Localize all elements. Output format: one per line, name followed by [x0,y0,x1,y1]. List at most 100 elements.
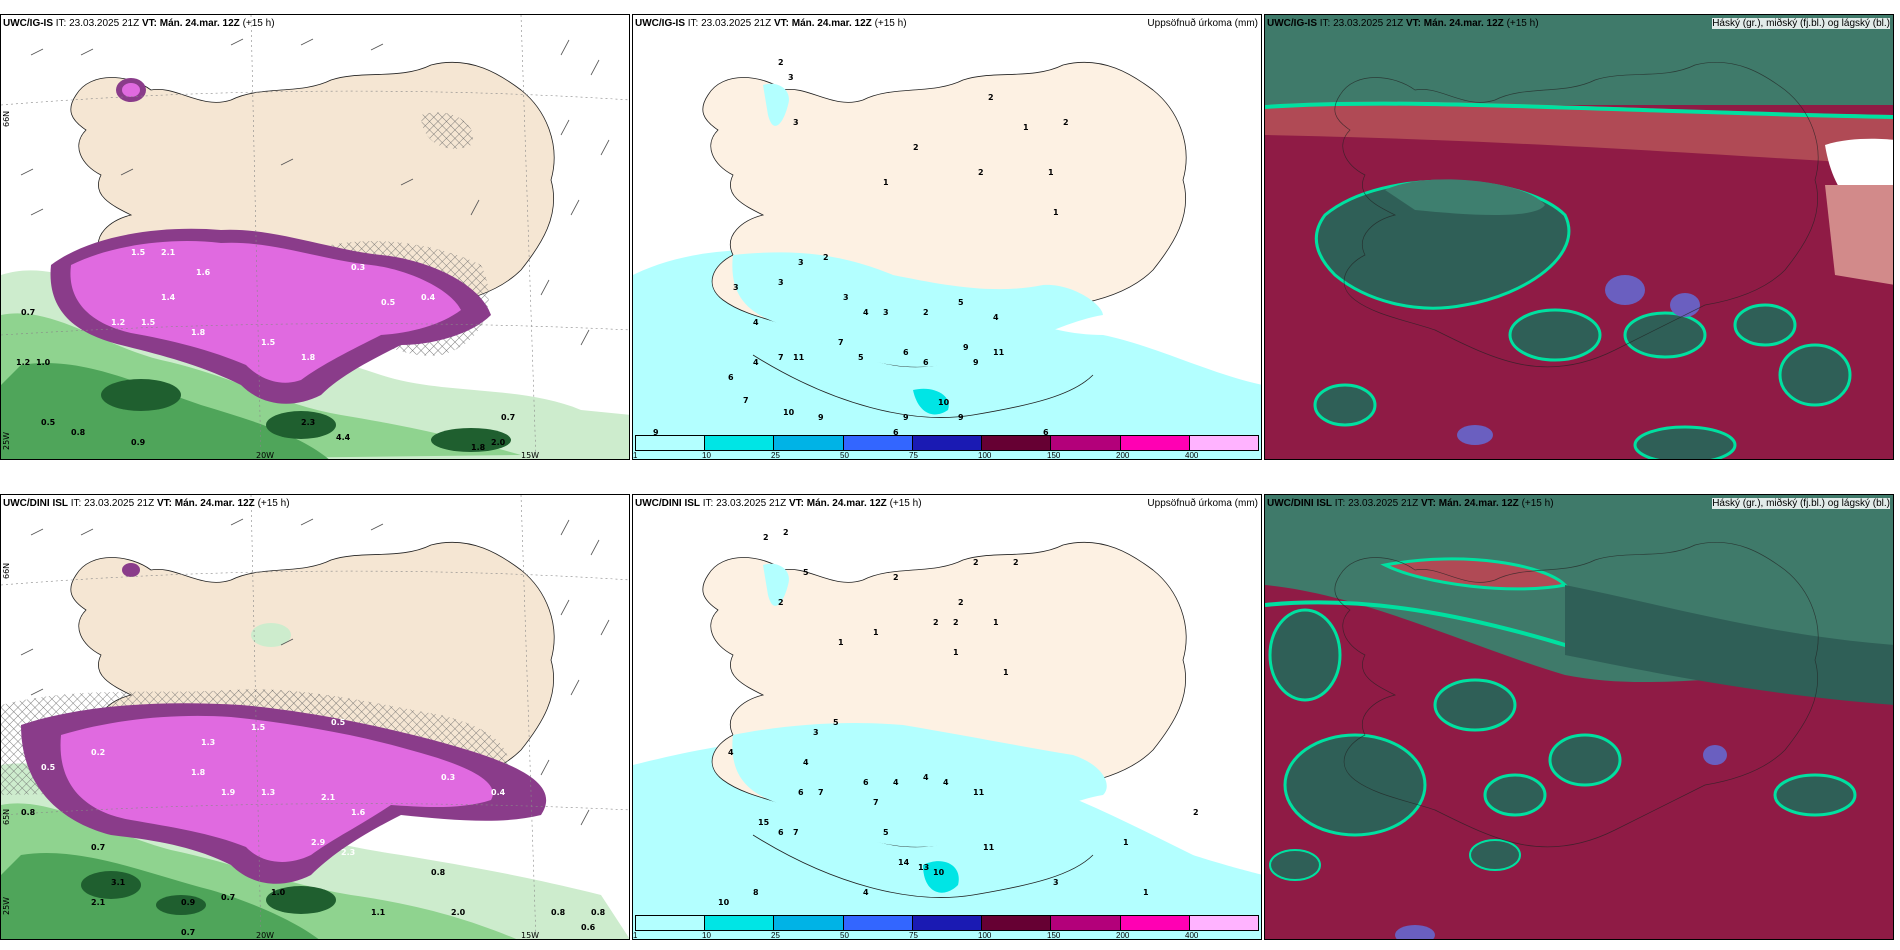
legend-tick: 150 [1047,931,1061,940]
it-label: IT: [55,18,67,29]
svg-text:7: 7 [873,798,879,807]
valid-time: Mán. 24.mar. 12Z [174,498,255,509]
legend-swatch [1189,436,1258,450]
legend-swatch [843,916,913,930]
lon-label-25: 25W [2,896,11,915]
legend-tick: 25 [771,931,780,940]
svg-text:4: 4 [728,748,734,757]
svg-text:10: 10 [718,898,730,907]
lon-label-15: 15W [521,451,540,460]
legend-ticks: 1 10 25 50 75 100 150 200 400 [633,451,1259,460]
svg-text:10: 10 [938,398,950,407]
svg-text:0.8: 0.8 [431,868,446,877]
svg-text:0.7: 0.7 [21,308,35,317]
legend-tick: 25 [771,451,780,460]
svg-text:2: 2 [978,168,984,177]
lead-time: (+15 h) [1506,18,1539,29]
svg-text:6: 6 [728,373,734,382]
svg-text:0.8: 0.8 [21,808,36,817]
lon-label-25: 25W [2,431,11,450]
lat-label-66: 66N [2,110,11,127]
svg-text:9: 9 [973,358,979,367]
svg-text:4.4: 4.4 [336,433,351,442]
legend-tick: 10 [702,451,711,460]
svg-text:4: 4 [993,313,999,322]
legend-swatch [774,916,844,930]
svg-text:4: 4 [753,358,759,367]
vt-label: VT: [788,498,804,509]
svg-text:7: 7 [793,828,799,837]
panel-header: UWC/DINI ISL IT: 23.03.2025 21Z VT: Mán.… [1267,498,1554,509]
svg-text:9: 9 [903,413,909,422]
svg-text:3: 3 [778,278,784,287]
svg-text:1: 1 [1123,838,1129,847]
panel-top-right-clouds: UWC/IG-IS IT: 23.03.2025 21Z VT: Mán. 24… [1264,14,1894,460]
it-label: IT: [1334,498,1346,509]
legend-swatch [705,916,775,930]
valid-time: Mán. 24.mar. 12Z [806,498,887,509]
svg-text:2: 2 [778,58,784,67]
svg-text:1.0: 1.0 [36,358,51,367]
svg-text:3: 3 [793,118,799,127]
svg-text:7: 7 [838,338,844,347]
legend-swatch [1051,436,1121,450]
lon-label-20: 20W [256,931,275,940]
vt-label: VT: [1420,498,1436,509]
panel-header: UWC/DINI ISL IT: 23.03.2025 21Z VT: Mán.… [635,498,922,509]
svg-text:1.9: 1.9 [221,788,236,797]
legend-swatch [982,436,1052,450]
lead-time: (+15 h) [257,498,290,509]
svg-text:2: 2 [763,533,769,542]
svg-text:2: 2 [893,573,899,582]
svg-text:2: 2 [973,558,979,567]
svg-text:1: 1 [1023,123,1029,132]
svg-text:0.7: 0.7 [501,413,515,422]
model-name: UWC/DINI ISL [3,498,68,509]
svg-text:1.5: 1.5 [261,338,276,347]
model-name: UWC/DINI ISL [1267,498,1332,509]
svg-text:2: 2 [933,618,939,627]
svg-text:1: 1 [1003,668,1009,677]
svg-text:1.5: 1.5 [141,318,156,327]
svg-text:6: 6 [1043,428,1049,437]
svg-text:2.0: 2.0 [491,438,506,447]
svg-text:4: 4 [923,773,929,782]
svg-text:14: 14 [898,858,910,867]
svg-text:5: 5 [833,718,839,727]
svg-text:1: 1 [1143,888,1149,897]
svg-text:4: 4 [803,758,809,767]
vt-label: VT: [1405,18,1421,29]
svg-text:0.5: 0.5 [381,298,396,307]
panel-bottom-left-precip-wind: 1.3 1.5 0.5 1.8 1.9 1.3 2.1 1.6 2.9 2.3 0.5 0.2 0… [0,494,630,940]
svg-text:0.6: 0.6 [581,923,596,932]
legend-tick: 400 [1185,451,1199,460]
svg-text:0.8: 0.8 [551,908,566,917]
svg-text:0.4: 0.4 [421,293,436,302]
legend-swatch [1189,916,1258,930]
svg-text:5: 5 [958,298,964,307]
svg-text:1.5: 1.5 [251,723,266,732]
svg-text:3: 3 [843,293,849,302]
legend-tick: 150 [1047,451,1061,460]
panel-header: UWC/IG-IS IT: 23.03.2025 21Z VT: Mán. 24… [3,18,275,29]
legend-swatch [843,436,913,450]
svg-text:2: 2 [958,598,964,607]
lat-label-66: 66N [2,562,11,579]
svg-text:2: 2 [1063,118,1069,127]
panel-top-left-precip-wind: 1.5 2.1 1.6 1.4 1.2 1.5 1.8 1.5 1.8 0.5 0.4 0.3 0… [0,14,630,460]
svg-text:9: 9 [818,413,824,422]
svg-text:1.3: 1.3 [201,738,215,747]
svg-text:1: 1 [993,618,999,627]
map-clouds [1265,15,1893,459]
svg-text:7: 7 [818,788,824,797]
svg-text:6: 6 [923,358,929,367]
svg-text:2: 2 [923,308,929,317]
svg-text:4: 4 [893,778,899,787]
svg-text:4: 4 [753,318,759,327]
legend-swatch [705,436,775,450]
svg-text:11: 11 [793,353,805,362]
svg-text:1.1: 1.1 [371,908,386,917]
legend-colorbar [635,435,1259,451]
svg-text:2.9: 2.9 [311,838,326,847]
svg-text:0.9: 0.9 [181,898,196,907]
